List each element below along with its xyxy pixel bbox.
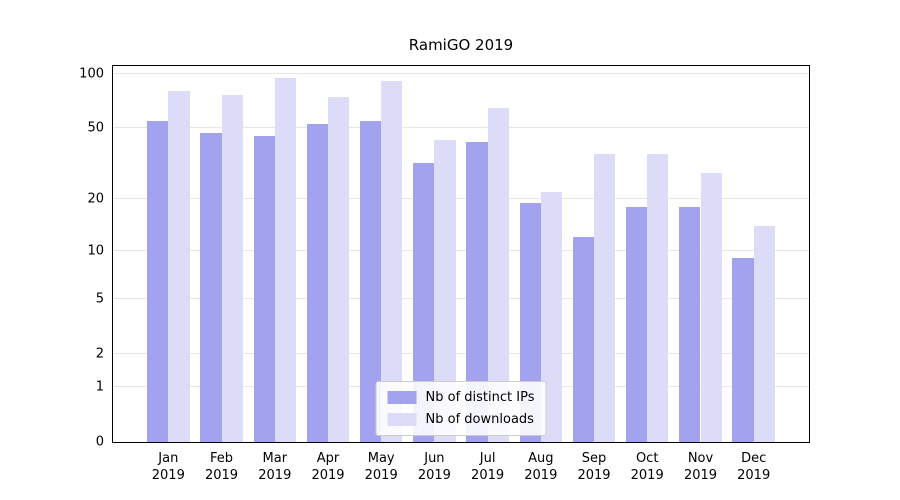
bar-distinct-ips-dec	[732, 258, 754, 442]
bar-distinct-ips-feb	[200, 132, 222, 442]
bar-downloads-mar	[274, 77, 297, 442]
x-tick-year: 2019	[417, 468, 451, 483]
x-tick-year: 2019	[471, 468, 505, 483]
x-tick-year: 2019	[683, 468, 718, 483]
gridline-y-10	[113, 249, 809, 251]
x-tick-year: 2019	[630, 468, 664, 483]
y-tick-label-100: 100	[79, 66, 104, 82]
x-tick-month: May	[367, 451, 395, 466]
gridline-y-5	[113, 297, 809, 299]
x-tick-year: 2019	[524, 468, 558, 483]
x-tick-label-may: May 2019	[365, 450, 398, 484]
bar-distinct-ips-may	[359, 120, 382, 442]
x-tick-label-sep: Sep 2019	[577, 450, 610, 484]
x-tick-year: 2019	[311, 468, 345, 483]
x-tick-month: Jan	[158, 451, 179, 466]
bar-downloads-jan	[168, 91, 190, 442]
bar-downloads-nov	[700, 173, 722, 442]
x-tick-month: Feb	[209, 451, 234, 466]
bar-distinct-ips-jul	[466, 141, 488, 442]
x-tick-label-jan: Jan 2019	[152, 450, 185, 484]
x-tick-label-apr: Apr 2019	[311, 450, 344, 484]
chart-title: RamiGO 2019	[408, 36, 514, 54]
y-tick-label-0: 0	[95, 434, 104, 450]
legend-label-distinct-ips: Nb of distinct IPs	[425, 390, 535, 405]
bar-distinct-ips-jan	[147, 120, 169, 442]
bar-distinct-ips-jun	[413, 162, 435, 442]
gridline-y-50	[113, 127, 809, 129]
legend-swatch-distinct-ips	[387, 391, 417, 404]
y-tick-label-10: 10	[87, 243, 104, 259]
bar-downloads-jul	[487, 107, 509, 442]
x-tick-year: 2019	[364, 468, 398, 483]
x-tick-label-jul: Jul 2019	[471, 450, 504, 484]
bar-downloads-may	[381, 81, 403, 442]
x-tick-month: Aug	[528, 451, 554, 466]
x-tick-year: 2019	[151, 468, 185, 483]
bar-downloads-sep	[594, 153, 616, 442]
x-tick-month: Mar	[262, 451, 288, 466]
x-tick-month: Oct	[635, 451, 659, 466]
legend-item-downloads: Nb of downloads	[387, 412, 535, 427]
bar-downloads-apr	[328, 97, 350, 442]
x-tick-year: 2019	[204, 468, 239, 483]
bar-distinct-ips-apr	[306, 123, 328, 442]
x-tick-label-nov: Nov 2019	[684, 450, 717, 484]
y-tick-label-5: 5	[95, 291, 104, 307]
x-tick-month: Dec	[741, 451, 767, 466]
x-tick-year: 2019	[258, 468, 292, 483]
x-tick-label-aug: Aug 2019	[524, 450, 557, 484]
x-tick-month: Jul	[479, 451, 496, 466]
bar-distinct-ips-mar	[253, 136, 275, 442]
bar-downloads-jun	[434, 139, 456, 442]
bar-downloads-aug	[540, 191, 563, 442]
y-tick-label-2: 2	[95, 346, 104, 362]
x-tick-month: Sep	[581, 451, 607, 466]
gridline-y-20	[113, 197, 809, 199]
x-tick-label-mar: Mar 2019	[258, 450, 291, 484]
y-tick-label-1: 1	[95, 379, 104, 395]
bar-distinct-ips-sep	[572, 237, 594, 442]
legend-swatch-downloads	[387, 413, 417, 426]
x-tick-month: Jun	[424, 451, 445, 466]
plot-area: Nb of distinct IPs Nb of downloads	[112, 65, 810, 443]
y-tick-label-50: 50	[87, 120, 104, 136]
bar-downloads-dec	[753, 225, 775, 442]
x-tick-month: Apr	[316, 451, 340, 466]
bar-distinct-ips-oct	[626, 206, 648, 442]
y-tick-label-20: 20	[87, 191, 104, 207]
legend: Nb of distinct IPs Nb of downloads	[375, 381, 547, 436]
gridline-y-100	[113, 72, 809, 74]
bar-downloads-feb	[221, 95, 243, 442]
bar-downloads-oct	[647, 153, 669, 442]
legend-item-distinct-ips: Nb of distinct IPs	[387, 390, 535, 405]
x-tick-label-dec: Dec 2019	[737, 450, 770, 484]
x-tick-year: 2019	[737, 468, 771, 483]
x-tick-year: 2019	[577, 468, 611, 483]
bar-distinct-ips-nov	[679, 206, 701, 442]
x-tick-month: Nov	[687, 451, 714, 466]
x-tick-label-feb: Feb 2019	[205, 450, 238, 484]
gridline-y-2	[113, 353, 809, 355]
x-tick-label-oct: Oct 2019	[631, 450, 664, 484]
x-tick-label-jun: Jun 2019	[418, 450, 451, 484]
legend-label-downloads: Nb of downloads	[425, 412, 534, 427]
